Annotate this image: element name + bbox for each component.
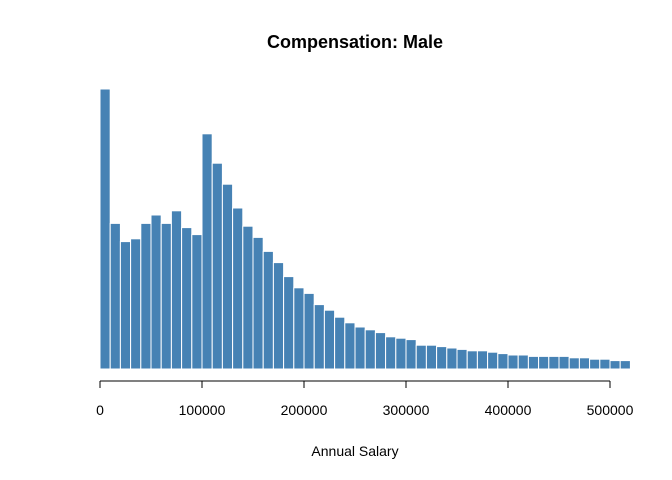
histogram-bar [395,337,407,370]
histogram-bar [170,210,183,370]
histogram-bar [568,357,580,370]
histogram-bar [589,358,601,370]
histogram-bar [221,183,234,370]
histogram-bar [405,339,417,370]
histogram-bar [619,360,631,370]
histogram-bar [527,355,540,370]
histogram-bar [191,234,203,370]
histogram-bar [548,355,560,370]
histogram-bar [599,358,611,370]
bars-group [99,88,631,370]
histogram-bar [415,344,427,370]
histogram-bar [436,346,448,370]
histogram-bar [119,241,132,370]
histogram-bar [150,214,162,370]
histogram-bar [344,322,356,370]
histogram-bar [425,344,438,370]
histogram-bar [374,332,387,370]
histogram-bar [466,350,478,370]
histogram-bar [609,360,621,370]
histogram-bar [232,207,244,370]
x-tick-label: 400000 [485,402,532,418]
histogram-bar [334,316,346,370]
histogram-bar [313,304,325,370]
histogram-bar [446,347,458,370]
histogram-bar [354,326,366,370]
histogram-bar [99,88,111,370]
x-axis-label: Annual Salary [311,443,398,459]
histogram-bar [252,236,264,370]
histogram-bar [283,276,295,370]
histogram-bar [293,287,305,370]
histogram-bar [303,292,315,370]
histogram-bar [109,222,121,370]
x-tick-label: 100000 [179,402,226,418]
chart-title: Compensation: Male [267,32,443,52]
histogram-bar [497,353,509,370]
histogram-bar [476,350,489,370]
histogram-bar [385,336,397,370]
histogram-bar [211,162,223,370]
histogram-bar [538,355,550,370]
histogram-bar [262,250,274,370]
x-tick-label: 300000 [383,402,430,418]
histogram-bar [507,354,519,370]
x-tick-label: 500000 [587,402,634,418]
histogram-bar [160,222,172,370]
histogram-bar [487,351,499,370]
histogram-bar [578,357,591,370]
histogram-bar [558,355,570,370]
histogram-bar [201,133,213,370]
histogram-bar [517,354,529,370]
histogram-bar [130,238,142,370]
x-axis: 0 100000 200000 300000 400000 500000 [96,380,634,418]
histogram-bar [323,309,336,370]
histogram-bar [456,348,468,370]
histogram-bar [140,222,152,370]
x-tick-label: 200000 [281,402,328,418]
histogram-bar [364,329,376,370]
histogram-bar [242,225,254,370]
x-tick-label: 0 [96,402,104,418]
histogram-bar [272,262,285,370]
histogram-bar [181,227,193,370]
